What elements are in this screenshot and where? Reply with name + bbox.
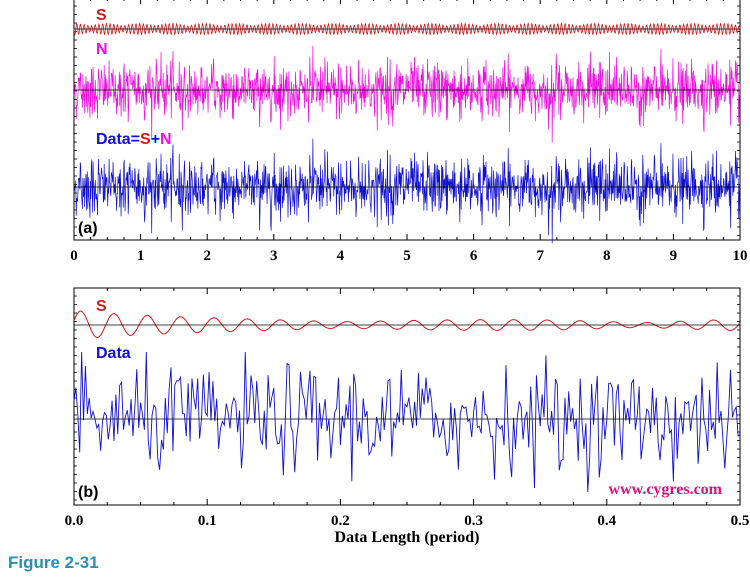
x-axis-label: Data Length (period) [335, 529, 480, 546]
x-tick-label: 1 [137, 248, 145, 264]
x-tick-label: 0.0 [65, 513, 84, 529]
x-tick-label: 0.2 [331, 513, 350, 529]
panel-b-series-s-line [73, 310, 741, 339]
panel-b-label: (b) [78, 484, 98, 501]
x-tick-label: 10 [733, 248, 748, 264]
x-tick-label: 7 [536, 248, 544, 264]
legend-data: Data=S+N [96, 131, 172, 148]
panel-a-axis: 0 1 2 3 4 5 6 7 8 9 10 [70, 0, 748, 264]
x-tick-label: 4 [337, 248, 345, 264]
x-tick-label: 0 [70, 248, 78, 264]
x-tick-label: 8 [603, 248, 611, 264]
panel-b-series-data-line [73, 351, 741, 493]
x-tick-label: 0.1 [198, 513, 217, 529]
x-tick-label: 0.5 [731, 513, 750, 529]
figure-caption: Figure 2-31 [8, 553, 99, 572]
watermark-text: www.cygres.com [609, 481, 723, 498]
legend-n: N [96, 41, 108, 58]
x-tick-label: 9 [670, 248, 678, 264]
x-tick-label: 6 [470, 248, 478, 264]
panel-b-frame [73, 287, 741, 506]
panel-b-axis: 0.0 0.1 0.2 0.3 0.4 0.5 [65, 288, 750, 529]
series-n-line [73, 45, 741, 143]
x-tick-label: 0.3 [464, 513, 483, 529]
x-tick-label: 3 [270, 248, 278, 264]
x-tick-label: 5 [403, 248, 411, 264]
panel-b-legend-s: S [96, 298, 107, 315]
legend-s: S [96, 7, 107, 24]
panel-a: 0 1 2 3 4 5 6 7 8 9 10 SN Data=S+N (a) [70, 0, 748, 264]
x-tick-label: 0.4 [597, 513, 616, 529]
panel-a-label: (a) [78, 220, 98, 237]
x-tick-label: 2 [203, 248, 211, 264]
panel-b: 0.0 0.1 0.2 0.3 0.4 0.5 S Data (b) www.cygres.com… [65, 287, 750, 546]
panel-b-legend-data: Data [96, 345, 131, 362]
series-data-line [73, 138, 741, 244]
